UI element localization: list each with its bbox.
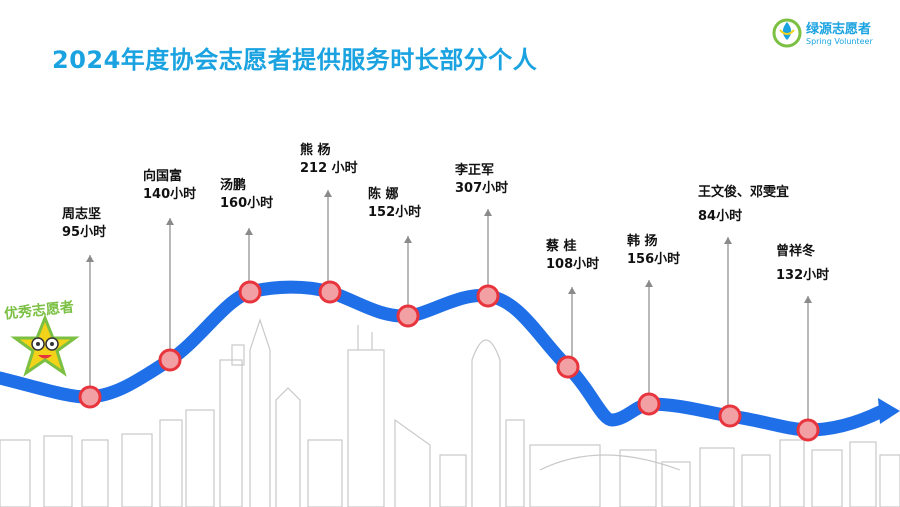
leader-arrow-icon — [804, 296, 812, 303]
timeline-curve — [0, 280, 887, 437]
leader-arrow-icon — [724, 237, 732, 244]
milestone-marker — [238, 280, 262, 304]
leader-arrow-icon — [324, 190, 332, 197]
volunteer-hours: 84小时 — [698, 209, 743, 224]
leader-arrow-icon — [484, 209, 492, 216]
milestone-marker — [718, 404, 742, 428]
logo-name: 绿源志愿者 — [806, 22, 872, 37]
leader-arrow-icon — [568, 287, 576, 294]
volunteer-name: 陈 娜 — [368, 187, 399, 202]
milestone-marker — [318, 280, 342, 304]
milestone-marker — [78, 385, 102, 409]
milestone-marker — [158, 348, 182, 372]
arrow-head-icon — [878, 398, 900, 424]
volunteer-name: 蔡 桂 — [546, 239, 577, 254]
milestone-marker — [796, 418, 820, 442]
logo-subtitle: Spring Volunteer — [806, 37, 873, 46]
leader-arrow-icon — [404, 236, 412, 243]
volunteer-hours: 156小时 — [627, 252, 681, 267]
volunteer-hours: 140小时 — [143, 187, 197, 202]
volunteer-label: 曾祥冬 132小时 — [776, 243, 829, 285]
leader-arrow-icon — [86, 255, 94, 262]
milestone-marker — [637, 392, 661, 416]
volunteer-name: 曾祥冬 — [776, 244, 816, 259]
volunteer-hours: 160小时 — [220, 196, 274, 211]
volunteer-hours: 152小时 — [368, 205, 422, 220]
volunteer-hours: 212 小时 — [300, 161, 358, 176]
volunteer-name: 熊 杨 — [300, 143, 331, 158]
volunteer-label: 向国富 140小时 — [143, 168, 196, 204]
volunteer-name: 王文俊、邓雯宜 — [698, 185, 790, 200]
milestone-markers — [78, 280, 820, 442]
volunteer-hours: 108小时 — [546, 257, 600, 272]
leader-arrow-icon — [245, 228, 253, 235]
volunteer-label: 王文俊、邓雯宜 84小时 — [698, 184, 789, 226]
volunteer-name: 向国富 — [143, 169, 183, 184]
volunteer-label: 陈 娜 152小时 — [368, 186, 421, 222]
volunteer-name: 周志坚 — [62, 207, 102, 222]
milestone-marker — [396, 304, 420, 328]
logo: 绿源志愿者 Spring Volunteer — [772, 16, 890, 54]
milestone-marker — [476, 284, 500, 308]
volunteer-label: 熊 杨 212 小时 — [300, 142, 358, 178]
volunteer-hours: 95小时 — [62, 225, 107, 240]
volunteer-label: 李正军 307小时 — [455, 162, 508, 198]
volunteer-label: 蔡 桂 108小时 — [546, 238, 599, 274]
volunteer-label: 韩 扬 156小时 — [627, 233, 680, 269]
leaf-drop-icon — [772, 18, 802, 48]
city-skyline — [0, 318, 900, 507]
volunteer-hours: 132小时 — [776, 268, 830, 283]
volunteer-label: 周志坚 95小时 — [62, 206, 106, 242]
volunteer-label: 汤鹏 160小时 — [220, 177, 273, 213]
volunteer-name: 韩 扬 — [627, 234, 658, 249]
page-title: 2024年度协会志愿者提供服务时长部分个人 — [52, 46, 538, 74]
volunteer-hours: 307小时 — [455, 181, 509, 196]
volunteer-name: 汤鹏 — [220, 178, 247, 193]
leader-arrow-icon — [645, 280, 653, 287]
milestone-marker — [556, 355, 580, 379]
star-mascot-icon — [10, 313, 80, 377]
leader-lines — [86, 190, 812, 420]
volunteer-name: 李正军 — [455, 163, 495, 178]
leader-arrow-icon — [166, 218, 174, 225]
